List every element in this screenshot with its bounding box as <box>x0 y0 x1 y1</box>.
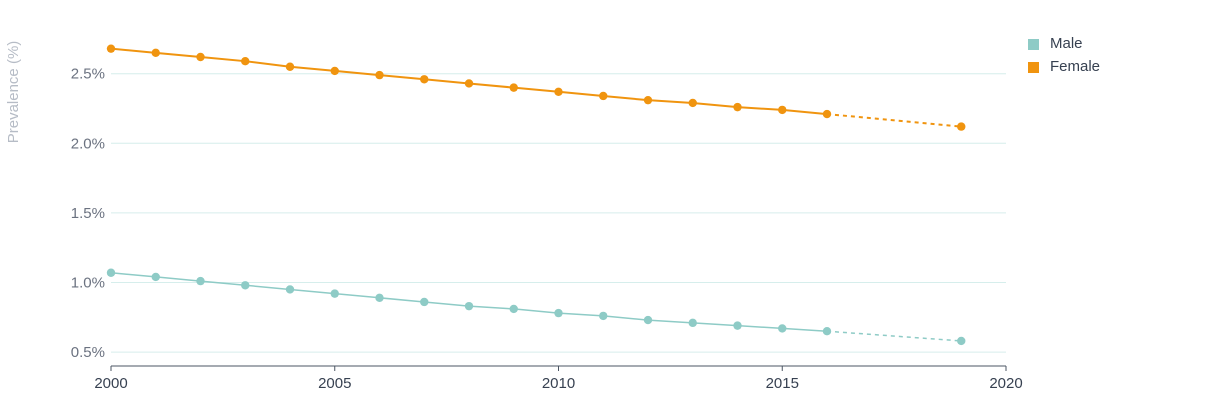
legend: Male Female <box>1028 32 1100 78</box>
data-point-female <box>375 70 384 80</box>
data-point-female <box>822 109 832 119</box>
x-tick-label: 2020 <box>989 375 1022 392</box>
projection-point-male <box>957 336 966 346</box>
data-point-male <box>778 324 787 333</box>
series <box>106 44 966 346</box>
data-point-male <box>420 297 429 307</box>
data-point-male <box>464 301 474 311</box>
data-point-male <box>554 308 563 318</box>
data-point-male <box>241 281 250 290</box>
data-point-male <box>151 272 160 282</box>
data-point-female <box>554 87 563 97</box>
legend-label-female: Female <box>1050 58 1101 75</box>
data-point-female <box>420 75 429 84</box>
data-point-male <box>330 289 339 298</box>
data-point-male <box>375 293 384 302</box>
data-point-female <box>688 98 697 108</box>
data-point-female <box>196 52 205 62</box>
data-point-female <box>241 56 250 66</box>
y-tick-label: 1.5% <box>71 205 105 222</box>
y-tick-label: 2.0% <box>71 135 105 152</box>
data-point-female <box>285 62 295 71</box>
data-point-female <box>778 105 787 115</box>
legend-item-female[interactable]: Female <box>1028 55 1100 78</box>
data-point-male <box>599 311 608 321</box>
x-tick-label: 2015 <box>766 375 799 392</box>
data-point-male <box>196 276 205 286</box>
data-point-male <box>643 315 653 325</box>
legend-swatch-female <box>1028 62 1039 73</box>
axes: 0.5% 1.0% 1.5% 2.0% 2.5% 2000 2005 2010 2015 2020 <box>71 66 1023 392</box>
data-point-male <box>106 268 116 277</box>
x-tick-label: 2000 <box>94 375 127 392</box>
y-tick-label: 2.5% <box>71 66 105 83</box>
y-tick-label: 1.0% <box>71 274 105 291</box>
data-point-female <box>464 79 474 88</box>
data-point-female <box>330 66 339 76</box>
y-tick-label: 0.5% <box>71 344 105 361</box>
x-tick-label: 2005 <box>318 375 351 392</box>
series-projection-male <box>826 330 962 342</box>
series-projection-female <box>826 113 962 128</box>
data-point-male <box>688 318 697 328</box>
data-point-male <box>822 327 832 336</box>
legend-label-male: Male <box>1050 35 1083 52</box>
data-point-female <box>509 83 518 92</box>
data-point-male <box>285 285 295 294</box>
y-axis-label: Prevalence (%) <box>5 41 22 144</box>
legend-item-male[interactable]: Male <box>1028 32 1100 55</box>
data-point-female <box>643 95 653 105</box>
legend-swatch-male <box>1028 39 1039 50</box>
data-point-female <box>733 102 742 112</box>
data-point-male <box>509 304 518 314</box>
projection-point-female <box>957 122 966 131</box>
gridlines <box>111 73 1006 353</box>
x-tick-label: 2010 <box>542 375 575 392</box>
data-point-female <box>106 44 116 53</box>
data-point-male <box>733 321 742 330</box>
data-point-female <box>599 91 608 101</box>
data-point-female <box>151 48 160 58</box>
